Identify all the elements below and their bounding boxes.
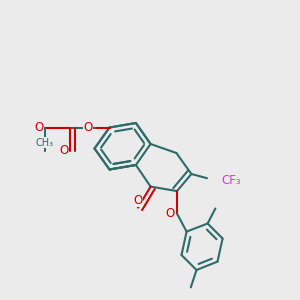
Text: O: O [165, 207, 175, 220]
Text: O: O [34, 121, 43, 134]
Text: O: O [83, 121, 93, 134]
Text: O: O [59, 144, 68, 157]
Text: CF₃: CF₃ [221, 174, 241, 187]
Text: CH₃: CH₃ [36, 138, 54, 148]
Text: O: O [134, 194, 142, 207]
